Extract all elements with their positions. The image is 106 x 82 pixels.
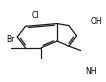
- Text: OH: OH: [90, 17, 102, 26]
- Text: NH: NH: [85, 67, 97, 76]
- Text: Cl: Cl: [31, 11, 39, 20]
- Text: Br: Br: [6, 35, 15, 44]
